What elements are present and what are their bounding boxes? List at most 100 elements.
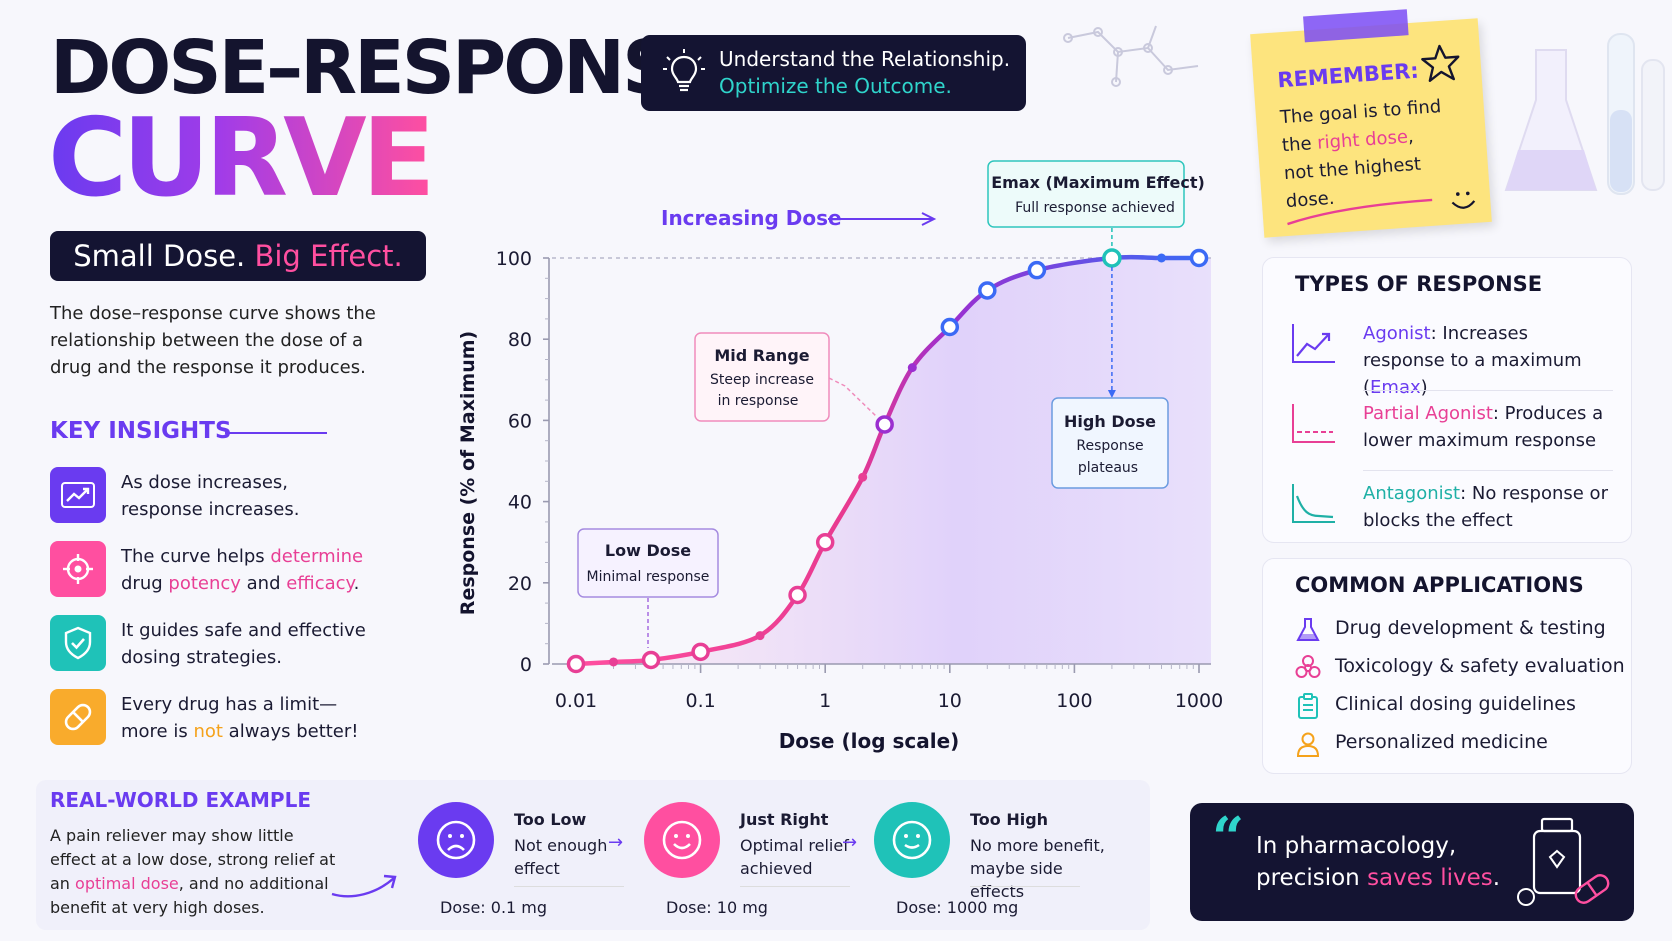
insight-line-a: It guides safe and effective [121,620,366,641]
arrow-right-icon [828,212,937,226]
divider [514,886,624,887]
insight-line-b: more is not always better! [121,721,359,742]
data-point [940,317,960,337]
data-point [907,363,917,373]
arrow-right-icon: → [842,832,858,853]
example-dose: Dose: 0.1 mg [440,898,548,917]
callout-high-dose: High Dose Response plateaus [1051,397,1169,489]
trend-up-icon [50,467,106,523]
lab-glassware-icon [1504,33,1665,195]
shield-check-icon [50,615,106,671]
real-world-text: A pain reliever may show little effect a… [50,826,336,917]
example-title: Too Low [514,810,587,829]
y-axis-label: Response (% of Maximum) [457,331,479,615]
neutral-smile-icon [874,802,950,878]
y-tick-label: 0 [520,654,532,676]
x-axis-label: Dose (log scale) [779,729,960,753]
curved-arrow-icon [331,874,397,898]
data-point [691,642,710,662]
y-tick-label: 60 [508,410,532,432]
callout-title: Mid Range [714,346,809,365]
area-under-curve [576,257,1211,664]
trend-up-icon [1289,322,1337,370]
type-item: Antagonist: No response or blocks the ef… [1289,480,1619,536]
insight-line-a: The curve helps determine [121,546,364,567]
example-dose: Dose: 1000 mg [896,898,1019,917]
insight-item: As dose increases, response increases. [50,467,430,525]
flask-icon [1296,618,1320,641]
pill-line2: Optimize the Outcome. [719,74,952,98]
tagline: Small Dose. Big Effect. [50,231,426,281]
x-tick-label: 100 [1056,690,1092,712]
smile-icon [1287,191,1476,226]
divider [740,886,850,887]
dose-response-chart: 0 20 40 60 80 100 0.01 0.1 1 10 100 1000 Response (… [457,160,1223,753]
x-tick-label: 0.01 [555,690,597,712]
divider [970,886,1080,887]
insight-line-a: As dose increases, [121,472,288,493]
example-desc: No more benefit, maybe side effects [970,836,1105,901]
quote-banner: “ In pharmacology, precision saves lives… [1190,803,1634,921]
type-text: Agonist: Increases response to a maximum… [1363,323,1582,398]
x-tick-label: 0.1 [685,690,715,712]
intro-text: The dose–response curve shows the relati… [50,303,376,378]
callout-title: High Dose [1064,412,1156,431]
callout-text-1: Steep increase [710,372,814,388]
common-applications-card: COMMON APPLICATIONS Drug development & t… [1262,558,1632,774]
x-tick-label: 10 [938,690,962,712]
callout-text-2: plateaus [1078,460,1138,476]
data-point [1102,248,1122,268]
quote-line2: precision saves lives. [1256,865,1501,891]
divider [1363,390,1613,391]
application-item: Personalized medicine [1295,731,1548,762]
medicine-bottle-icon [1517,817,1610,906]
application-item: Drug development & testing [1295,617,1606,648]
data-point [566,654,586,674]
callout-text-1: Response [1076,438,1143,454]
example-just-right: Just Right Optimal relief achieved Dose:… [644,802,864,922]
data-point [1189,248,1209,268]
applications-heading: COMMON APPLICATIONS [1295,573,1584,597]
data-point [609,657,619,667]
callout-low-dose: Low Dose Minimal response [577,528,719,648]
insight-line-b: dosing strategies. [121,647,282,668]
data-point [815,532,835,552]
callout-emax: Emax (Maximum Effect) Full response achi… [987,160,1205,228]
type-text: Partial Agonist: Produces a lower maximu… [1363,403,1604,451]
callout-text: Minimal response [587,569,710,585]
callout-title: Emax (Maximum Effect) [991,173,1205,192]
clipboard-icon [1298,693,1318,719]
callout-text: Full response achieved [1015,200,1175,216]
insight-line-a: Every drug has a limit— [121,694,338,715]
insight-item: Every drug has a limit— more is not alwa… [50,689,430,747]
partial-plateau-icon [1289,402,1337,450]
real-world-heading: REAL-WORLD EXAMPLE [50,788,311,812]
biohazard-icon [1295,655,1321,678]
sad-face-icon [418,802,494,878]
pill-icon [50,689,106,745]
x-tick-label: 1000 [1175,690,1223,712]
tape [1303,9,1409,43]
arrow-right-icon: → [608,832,624,853]
smile-face-icon [644,802,720,878]
lightbulb-icon [663,49,705,101]
type-item: Partial Agonist: Produces a lower maximu… [1289,400,1619,456]
target-icon [50,541,106,597]
star-icon [1419,42,1462,89]
insight-item: It guides safe and effective dosing stra… [50,615,430,673]
heading-rule [225,432,327,434]
tagline-part-b: Big Effect. [254,239,403,273]
increasing-dose-label: Increasing Dose [661,206,842,230]
insight-line-b: drug potency and efficacy. [121,573,360,594]
data-point [858,472,868,482]
types-of-response-card: TYPES OF RESPONSE Agonist: Increases res… [1262,257,1632,543]
y-tick-label: 80 [508,329,532,351]
divider [1363,470,1613,471]
y-tick-label: 20 [508,573,532,595]
data-point [641,650,661,670]
example-desc: Optimal relief achieved [740,836,849,878]
callout-title: Low Dose [605,541,691,560]
application-item: Toxicology & safety evaluation [1295,655,1625,686]
data-point [788,585,807,605]
quote-line1: In pharmacology, [1256,833,1457,859]
